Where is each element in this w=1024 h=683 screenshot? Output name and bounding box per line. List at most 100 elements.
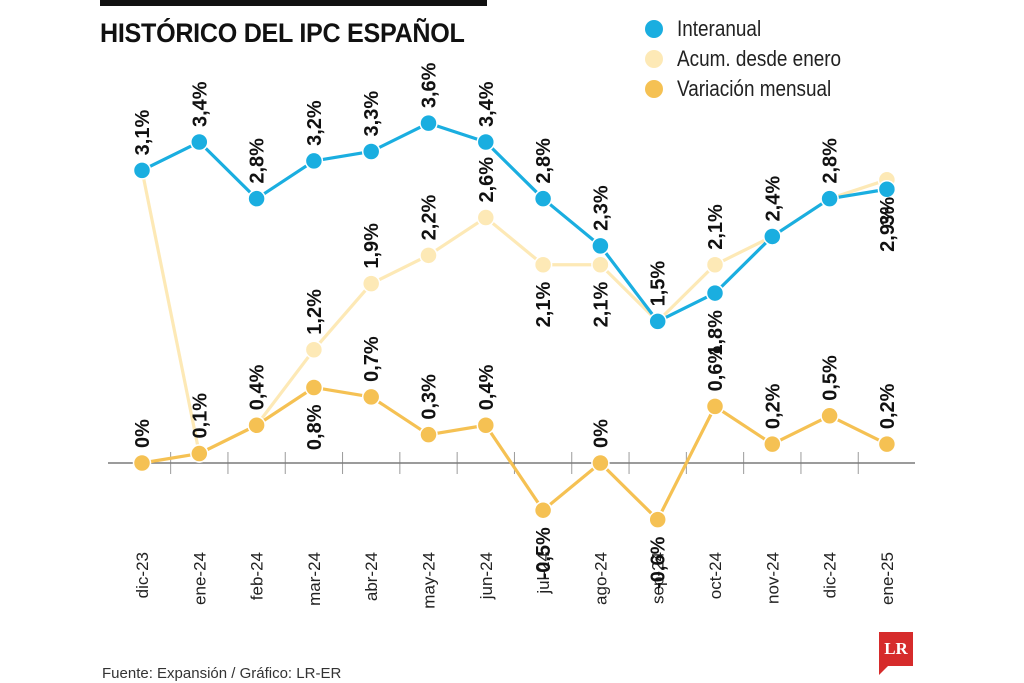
point-acum-desde-enero-ago-24 (591, 255, 610, 275)
x-tick-ene-24: ene-24 (190, 552, 209, 605)
value-label-variacion-mensual-dic-23: 0% (132, 419, 154, 448)
point-acum-desde-enero-mar-24 (304, 340, 324, 359)
legend-marker-acumulado (645, 50, 663, 68)
x-tick-jul-24: jul-24 (534, 552, 553, 595)
value-label-interanual-ene-24: 3,4% (189, 81, 211, 127)
point-interanual-mar-24 (304, 151, 324, 171)
value-label-acum-desde-enero-ene-25: 3% (877, 197, 899, 226)
point-variacion-mensual-mar-24 (304, 378, 324, 397)
point-variacion-mensual-dic-24 (820, 406, 839, 426)
point-interanual-jun-24 (476, 132, 496, 152)
value-label-acum-desde-enero-feb-24: 0,4% (247, 364, 269, 410)
point-variacion-mensual-ene-24 (190, 444, 209, 463)
point-interanual-may-24 (419, 113, 438, 133)
series-line-acum-desde-enero (140, 170, 888, 456)
point-acum-desde-enero-jun-24 (476, 208, 496, 227)
point-interanual-dic-23 (132, 161, 152, 180)
x-tick-dic-23: dic-23 (133, 552, 152, 598)
point-variacion-mensual-nov-24 (763, 434, 782, 454)
value-label-variacion-mensual-nov-24: 0,2% (762, 383, 784, 429)
value-label-interanual-sep-24: 1,5% (648, 261, 670, 307)
value-label-variacion-mensual-jul-24: -0,5% (533, 527, 555, 579)
value-label-variacion-mensual-may-24: 0,3% (419, 374, 441, 420)
point-variacion-mensual-jun-24 (476, 415, 496, 435)
point-variacion-mensual-ene-25 (877, 434, 897, 454)
legend-label-interanual: Interanual (677, 16, 762, 41)
value-label-variacion-mensual-mar-24: 0,8% (304, 404, 326, 450)
x-tick-nov-24: nov-24 (763, 552, 782, 604)
point-interanual-nov-24 (763, 227, 782, 246)
point-acum-desde-enero-may-24 (419, 246, 438, 265)
value-label-interanual-may-24: 3,6% (419, 62, 441, 108)
point-variacion-mensual-ago-24 (591, 453, 610, 473)
point-acum-desde-enero-abr-24 (361, 274, 381, 293)
value-label-acum-desde-enero-may-24: 2,2% (419, 195, 441, 241)
point-variacion-mensual-jul-24 (533, 500, 553, 520)
ipc-line-chart: dic-23 ene-24 feb-24 mar-24 abr-24 may-24 jun-… (108, 62, 915, 609)
x-tick-mar-24: mar-24 (305, 552, 324, 606)
point-interanual-jul-24 (533, 189, 553, 208)
value-label-interanual-feb-24: 2,8% (247, 138, 269, 184)
point-interanual-ene-24 (190, 132, 209, 152)
x-tick-may-24: may-24 (420, 552, 439, 609)
value-label-variacion-mensual-sep-24: -0,6% (648, 536, 670, 588)
legend-label-mensual: Variación mensual (677, 76, 832, 101)
value-label-interanual-dic-24: 2,8% (820, 138, 842, 184)
series-line-variacion-mensual (141, 385, 888, 522)
point-interanual-oct-24 (705, 283, 725, 303)
value-label-acum-desde-enero-ago-24: 2,1% (590, 282, 612, 328)
value-label-acum-desde-enero-mar-24: 1,2% (304, 289, 326, 335)
point-interanual-sep-24 (648, 312, 667, 331)
source-note: Fuente: Expansión / Gráfico: LR-ER (102, 665, 342, 682)
point-variacion-mensual-sep-24 (648, 510, 667, 529)
x-tick-sep-24: sep-24 (649, 552, 668, 604)
value-label-variacion-mensual-dic-24: 0,5% (820, 355, 842, 401)
point-interanual-feb-24 (247, 189, 266, 208)
point-interanual-dic-24 (820, 189, 839, 208)
point-variacion-mensual-dic-23 (132, 453, 152, 473)
legend-marker-interanual (645, 20, 663, 38)
point-variacion-mensual-oct-24 (705, 397, 725, 416)
x-tick-abr-24: abr-24 (362, 552, 381, 601)
point-variacion-mensual-abr-24 (361, 387, 381, 407)
value-label-variacion-mensual-oct-24: 0,6% (705, 346, 727, 392)
point-variacion-mensual-feb-24 (247, 415, 266, 435)
x-tick-jun-24: jun-24 (477, 552, 496, 600)
series-line-interanual (141, 121, 888, 323)
value-label-interanual-mar-24: 3,2% (304, 100, 326, 146)
x-tick-dic-24: dic-24 (821, 552, 840, 598)
value-label-acum-desde-enero-ene-24: 0,1% (189, 393, 211, 439)
value-label-interanual-jun-24: 3,4% (476, 81, 498, 127)
value-label-variacion-mensual-ene-25: 0,2% (877, 383, 899, 429)
value-label-interanual-dic-23: 3,1% (132, 110, 154, 156)
x-tick-ene-25: ene-25 (878, 552, 897, 605)
title-top-bar (100, 0, 487, 6)
value-label-interanual-oct-24: 1,8% (705, 310, 727, 356)
value-label-acum-desde-enero-abr-24: 1,9% (361, 223, 383, 269)
value-label-interanual-nov-24: 2,4% (762, 176, 784, 222)
x-tick-feb-24: feb-24 (248, 552, 267, 600)
value-label-acum-desde-enero-jun-24: 2,6% (476, 157, 498, 203)
legend-label-acumulado: Acum. desde enero (677, 46, 842, 71)
point-variacion-mensual-may-24 (419, 425, 438, 444)
value-label-variacion-mensual-ago-24: 0% (590, 419, 612, 448)
x-tick-oct-24: oct-24 (706, 552, 725, 599)
value-label-interanual-abr-24: 3,3% (361, 91, 383, 137)
point-acum-desde-enero-oct-24 (705, 255, 725, 275)
chart-title: HISTÓRICO DEL IPC ESPAÑOL (100, 18, 465, 48)
point-interanual-ene-25 (877, 179, 897, 199)
point-acum-desde-enero-jul-24 (533, 255, 553, 275)
value-label-acum-desde-enero-jul-24: 2,1% (533, 282, 555, 328)
value-label-interanual-jul-24: 2,8% (533, 138, 555, 184)
value-label-variacion-mensual-abr-24: 0,7% (361, 336, 383, 382)
point-interanual-abr-24 (361, 142, 381, 161)
value-label-interanual-ago-24: 2,3% (590, 185, 612, 231)
legend-marker-mensual (645, 80, 663, 98)
x-tick-ago-24: ago-24 (591, 552, 610, 605)
lr-logo-tail (879, 666, 888, 675)
lr-logo: LR (879, 632, 913, 666)
value-label-acum-desde-enero-oct-24: 2,1% (705, 204, 727, 250)
value-label-interanual-ene-25: 2,9% (877, 206, 899, 252)
point-interanual-ago-24 (591, 236, 610, 256)
value-label-variacion-mensual-jun-24: 0,4% (476, 364, 498, 410)
